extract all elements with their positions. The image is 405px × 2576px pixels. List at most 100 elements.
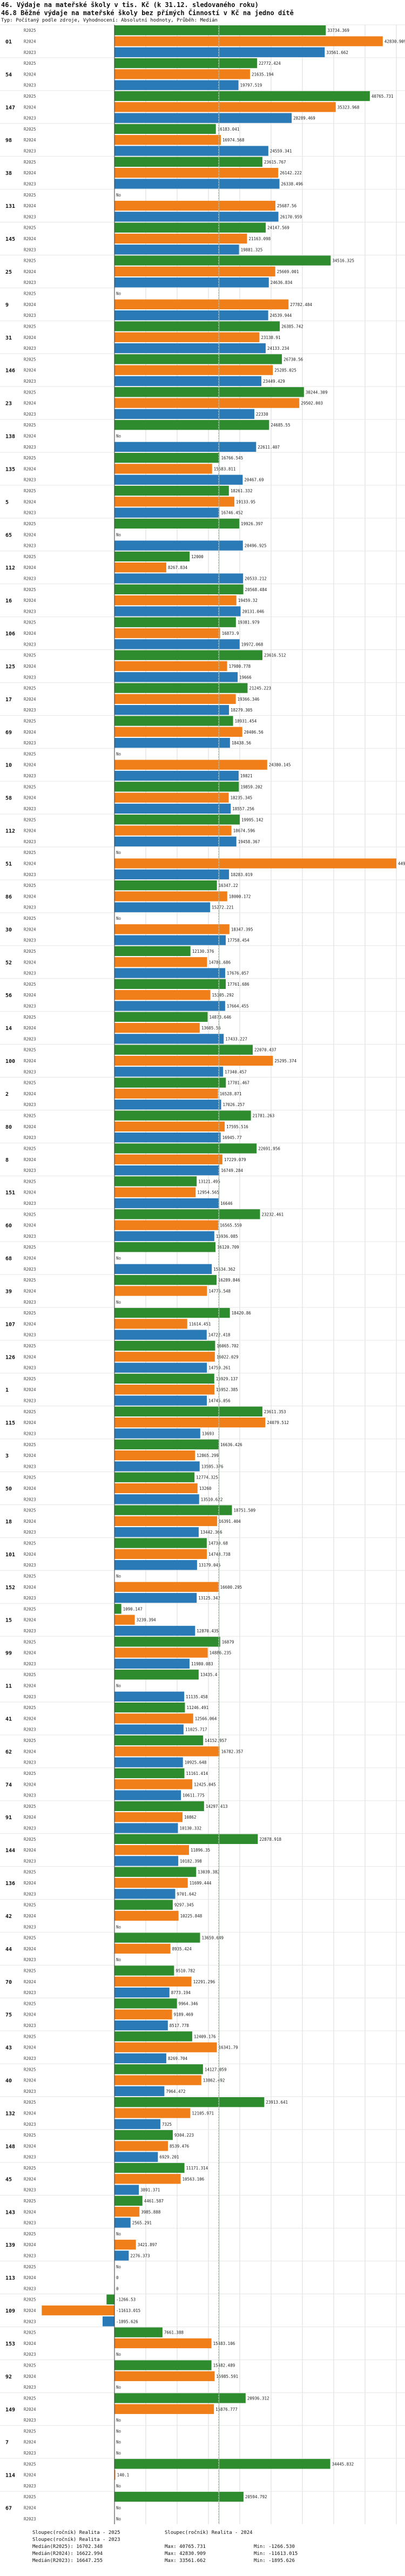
series-label: R2025 xyxy=(24,2001,36,2006)
series-label: R2023 xyxy=(24,1629,36,1633)
value-label: 17761.686 xyxy=(227,982,249,987)
value-label: 15952.385 xyxy=(216,1387,238,1392)
bar-r2024 xyxy=(114,1976,192,1987)
series-label: R2024 xyxy=(24,1486,36,1491)
series-label: R2025 xyxy=(24,1015,36,1020)
group-label: 143 xyxy=(5,2209,15,2215)
series-label: R2023 xyxy=(24,1366,36,1371)
series-label: R2023 xyxy=(24,2385,36,2390)
value-label: 13693 xyxy=(202,1431,214,1436)
no-data-label: No xyxy=(116,193,122,198)
series-label: R2023 xyxy=(24,1826,36,1831)
value-label: 16183.041 xyxy=(218,127,240,132)
bar-r2024 xyxy=(114,1187,196,1197)
value-label: 17676.057 xyxy=(227,971,249,976)
group-label: 16 xyxy=(5,598,12,604)
series-label: R2025 xyxy=(24,193,36,198)
no-data-label: No xyxy=(116,2451,122,2456)
value-label: 16120.709 xyxy=(217,1245,239,1250)
bar-r2024 xyxy=(114,858,396,869)
bar-r2024 xyxy=(114,1286,207,1296)
series-label: R2025 xyxy=(24,1409,36,1414)
bar-r2025 xyxy=(114,1998,177,2009)
series-label: R2024 xyxy=(24,2012,36,2017)
series-label: R2025 xyxy=(24,1179,36,1184)
value-label: 14886.235 xyxy=(210,1651,232,1656)
bar-r2025 xyxy=(114,2360,212,2370)
value-label: 14873.646 xyxy=(210,1015,232,1020)
bar-r2024 xyxy=(114,1450,195,1461)
value-label: 14730.68 xyxy=(208,1541,228,1546)
value-label: 17229.079 xyxy=(224,1157,246,1162)
series-label: R2025 xyxy=(24,61,36,66)
series-label: R2024 xyxy=(24,2407,36,2412)
bar-r2023 xyxy=(114,869,230,879)
bar-r2024 xyxy=(114,2338,212,2349)
bar-r2025 xyxy=(114,2459,330,2469)
bar-r2025 xyxy=(114,1209,260,1219)
value-label: 18674.596 xyxy=(233,829,255,833)
bar-r2024 xyxy=(114,825,232,836)
value-label: 8269.704 xyxy=(168,2056,188,2061)
bar-r2023 xyxy=(114,1330,207,1340)
group-label: 69 xyxy=(5,730,12,736)
bar-r2025 xyxy=(114,222,266,233)
group-label: 43 xyxy=(5,2045,12,2051)
series-label: R2023 xyxy=(24,445,36,450)
bar-r2024 xyxy=(114,1582,219,1592)
bar-r2023 xyxy=(114,705,230,715)
group-label: 41 xyxy=(5,1716,12,1722)
bar-r2025 xyxy=(114,1801,204,1812)
group-label: 31 xyxy=(5,335,12,341)
value-label: 16347.22 xyxy=(219,883,238,888)
series-label: R2025 xyxy=(24,456,36,460)
value-label: 16746.452 xyxy=(221,511,243,516)
value-label: 16565.559 xyxy=(220,1223,242,1228)
bar-r2024 xyxy=(114,1549,207,1559)
group-label: 30 xyxy=(5,927,12,933)
bar-r2025 xyxy=(114,1702,185,1713)
series-label: R2024 xyxy=(24,2144,36,2148)
series-label: R2025 xyxy=(24,489,36,493)
series-label: R2025 xyxy=(24,1574,36,1578)
bar-r2023 xyxy=(114,803,231,814)
no-data-label: No xyxy=(116,2506,122,2511)
group-label: 146 xyxy=(5,368,15,374)
series-label: R2023 xyxy=(24,1662,36,1666)
series-label: R2023 xyxy=(24,2484,36,2489)
bar-r2024 xyxy=(114,2174,181,2184)
series-label: R2025 xyxy=(24,1968,36,1973)
series-label: R2023 xyxy=(24,181,36,186)
bar-r2025 xyxy=(114,1867,197,1877)
value-label: 4461.587 xyxy=(144,2199,164,2204)
bar-r2023 xyxy=(114,573,244,584)
series-label: R2025 xyxy=(24,2034,36,2039)
value-label: 3985.888 xyxy=(141,2209,161,2214)
bar-r2025 xyxy=(114,617,236,627)
bar-r2023 xyxy=(103,2316,114,2327)
no-data-label: No xyxy=(116,2440,122,2445)
bar-r2025 xyxy=(114,551,190,562)
bar-r2025 xyxy=(114,1340,215,1351)
series-label: R2024 xyxy=(24,1519,36,1524)
bar-r2023 xyxy=(114,836,237,847)
bar-r2025 xyxy=(114,1834,258,1844)
value-label: 11699.444 xyxy=(190,1881,212,1886)
bar-r2023 xyxy=(114,1165,220,1176)
series-label: R2024 xyxy=(24,730,36,735)
series-label: R2023 xyxy=(24,1990,36,1995)
bar-r2025 xyxy=(114,1900,173,1910)
series-label: R2023 xyxy=(24,1300,36,1305)
value-label: 9510.782 xyxy=(176,1968,195,1973)
value-label: 8935.424 xyxy=(172,1947,192,1951)
value-label: 16873.9 xyxy=(222,631,239,636)
group-label: 92 xyxy=(5,2374,12,2380)
series-label: R2023 xyxy=(24,280,36,285)
no-data-label: No xyxy=(116,850,122,855)
value-label: 19881.325 xyxy=(241,247,263,252)
value-label: 3239.394 xyxy=(137,1618,157,1623)
series-label: R2023 xyxy=(24,346,36,351)
bar-r2023 xyxy=(114,2250,129,2261)
min-2024: Min: -11613.015 xyxy=(254,2551,298,2557)
series-label: R2025 xyxy=(24,1146,36,1151)
